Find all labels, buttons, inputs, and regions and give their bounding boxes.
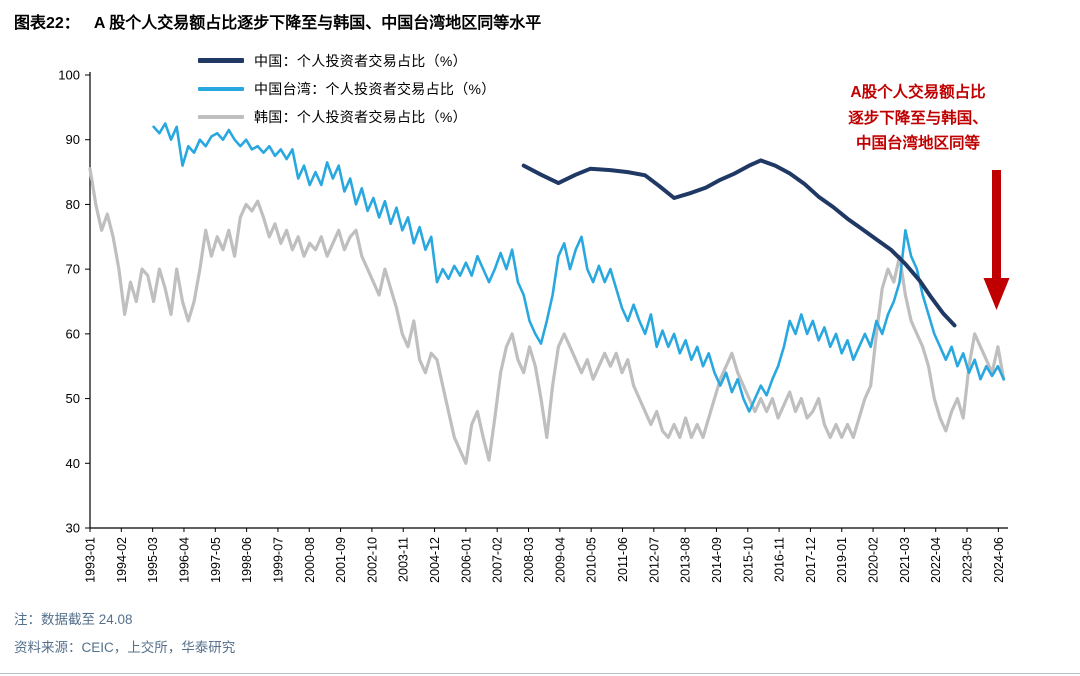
annotation-line-1: A股个人交易额占比 (850, 84, 986, 101)
figure-title: A 股个人交易额占比逐步下降至与韩国、中国台湾地区同等水平 (93, 15, 542, 32)
x-tick-label: 1995-03 (146, 537, 160, 583)
x-tick-label: 1993-01 (84, 537, 98, 583)
x-tick-label: 2006-01 (459, 537, 473, 583)
x-tick-label: 2008-03 (522, 537, 536, 583)
x-tick-label: 2000-08 (303, 537, 317, 583)
y-tick-label: 50 (66, 391, 80, 406)
x-tick-label: 1994-02 (115, 537, 129, 583)
x-tick-label: 1999-07 (271, 537, 285, 583)
figure-label: 图表22： (14, 15, 80, 32)
x-tick-label: 2016-11 (773, 537, 787, 582)
x-tick-label: 2015-10 (741, 537, 755, 583)
x-tick-label: 2004-12 (428, 537, 442, 583)
x-tick-label: 1996-04 (177, 537, 191, 583)
x-tick-label: 2001-09 (334, 537, 348, 583)
x-tick-label: 1997-05 (209, 537, 223, 583)
legend-item-korea: 韩国：个人投资者交易占比（%） (198, 106, 496, 127)
x-tick-label: 2014-09 (710, 537, 724, 583)
x-tick-label: 2022-04 (929, 537, 943, 583)
annotation-line-2: 逐步下降至与韩国、 (848, 109, 988, 127)
x-tick-label: 2007-02 (491, 537, 505, 583)
annotation-callout: A股个人交易额占比 逐步下降至与韩国、 中国台湾地区同等 (816, 80, 1020, 157)
footnote-data-cutoff: 注：数据截至 24.08 (14, 612, 133, 627)
korea-line-swatch-icon (198, 114, 244, 119)
y-tick-label: 100 (58, 68, 80, 83)
legend-label-china: 中国：个人投资者交易占比（%） (254, 52, 467, 69)
x-tick-label: 2012-07 (647, 537, 661, 583)
series-lines (88, 122, 1006, 465)
figure-header: 图表22： A 股个人交易额占比逐步下降至与韩国、中国台湾地区同等水平 (14, 9, 541, 33)
x-tick-label: 2009-04 (553, 537, 567, 583)
x-tick-label: 2017-12 (804, 537, 818, 583)
x-tick-label: 2024-06 (992, 537, 1006, 583)
x-tick-label: 1998-06 (240, 537, 254, 583)
y-tick-label: 60 (66, 326, 80, 341)
legend: 中国：个人投资者交易占比（%） 中国台湾：个人投资者交易占比（%） 韩国：个人投… (198, 50, 496, 127)
legend-label-taiwan: 中国台湾：个人投资者交易占比（%） (254, 80, 496, 97)
x-tick-label: 2013-08 (679, 537, 693, 583)
line-taiwan (152, 122, 1005, 413)
y-tick-label: 70 (66, 262, 80, 277)
line-korea (88, 167, 1006, 465)
x-tick-label: 2023-05 (961, 537, 975, 583)
legend-label-korea: 韩国：个人投资者交易占比（%） (254, 108, 467, 125)
taiwan-line-swatch-icon (198, 86, 244, 91)
annotation-line-3: 中国台湾地区同等 (855, 135, 980, 153)
y-tick-label: 90 (66, 132, 80, 147)
legend-item-china: 中国：个人投资者交易占比（%） (198, 50, 496, 71)
y-tick-label: 30 (66, 521, 80, 536)
footnotes: 注：数据截至 24.08 资料来源：CEIC，上交所，华泰研究 (14, 606, 235, 661)
bottom-divider (0, 673, 1080, 674)
china-line-swatch-icon (198, 58, 244, 63)
line-china (521, 158, 957, 328)
axes: 30 40 50 60 70 80 90 100 1993-01 1994-02 1995-03 19… (58, 68, 1008, 583)
y-tick-label: 80 (66, 197, 80, 212)
x-tick-label: 2010-05 (585, 537, 599, 583)
footnote-source: 资料来源：CEIC，上交所，华泰研究 (14, 639, 236, 655)
x-tick-label: 2021-03 (898, 537, 912, 583)
x-tick-label: 2011-06 (616, 537, 630, 582)
x-tick-label: 2020-02 (867, 537, 881, 583)
down-arrow-icon (983, 170, 1010, 310)
x-tick-label: 2002-10 (365, 537, 379, 583)
x-tick-label: 2003-11 (397, 537, 411, 582)
x-tick-label: 2019-01 (835, 537, 849, 583)
legend-item-taiwan: 中国台湾：个人投资者交易占比（%） (198, 78, 496, 99)
line-chart: 30 40 50 60 70 80 90 100 1993-01 1994-02 1995-03 19… (58, 68, 1010, 583)
y-tick-label: 40 (66, 456, 80, 471)
